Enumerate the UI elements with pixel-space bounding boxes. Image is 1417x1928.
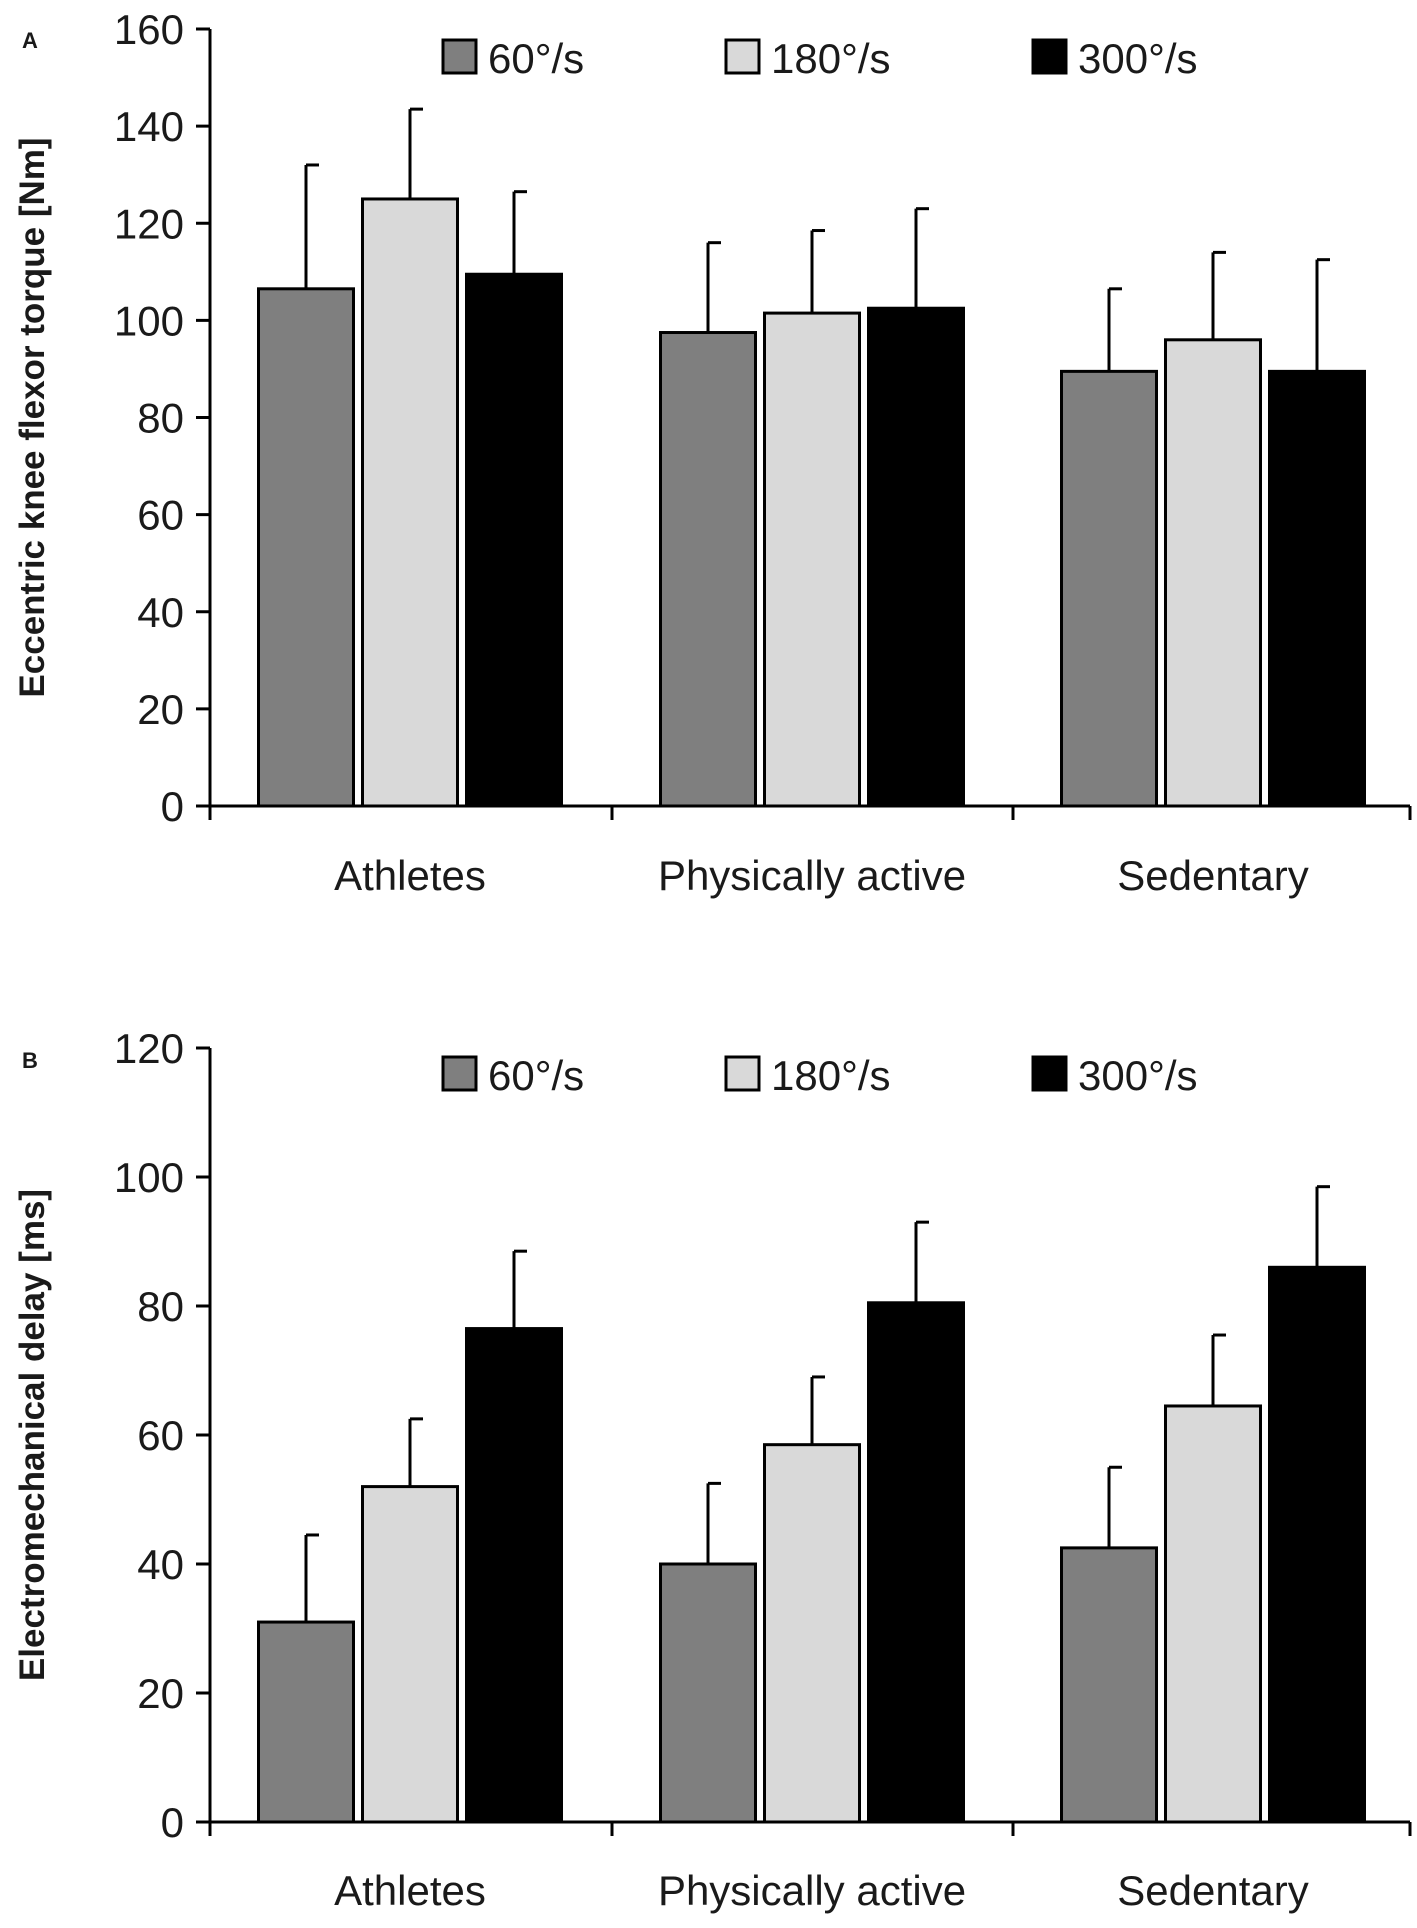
legend-swatch bbox=[441, 1055, 478, 1092]
chart-panel-b: B 0 20 40 60 80 100 120 Electromechanical delay … bbox=[13, 1025, 1412, 1914]
y-tick-label: 0 bbox=[161, 783, 184, 830]
x-category-label: Physically active bbox=[658, 852, 966, 899]
legend-label: 60°/s bbox=[488, 35, 584, 82]
y-tick-label: 120 bbox=[114, 200, 184, 247]
bar-180-0 bbox=[361, 197, 459, 808]
x-category-label: Sedentary bbox=[1117, 1867, 1308, 1914]
panel-label: A bbox=[22, 28, 38, 53]
panel-label: B bbox=[22, 1048, 38, 1073]
y-tick-label: 60 bbox=[137, 492, 184, 539]
legend-swatch bbox=[724, 38, 761, 75]
bar-300-2 bbox=[1268, 1265, 1366, 1824]
bar-60-0 bbox=[257, 287, 355, 808]
legend-swatch bbox=[1031, 1055, 1068, 1092]
y-tick-label: 20 bbox=[137, 1670, 184, 1717]
legend-label: 60°/s bbox=[488, 1052, 584, 1099]
y-tick-label: 100 bbox=[114, 297, 184, 344]
bar-300-0 bbox=[465, 272, 563, 808]
y-tick-label: 40 bbox=[137, 1541, 184, 1588]
bar-60-2 bbox=[1060, 369, 1158, 808]
y-tick-label: 80 bbox=[137, 1283, 184, 1330]
legend-label: 180°/s bbox=[771, 1052, 891, 1099]
legend-label: 300°/s bbox=[1078, 35, 1198, 82]
legend-swatch bbox=[441, 38, 478, 75]
y-tick-label: 40 bbox=[137, 589, 184, 636]
bar-300-1 bbox=[867, 1301, 965, 1824]
bar-60-1 bbox=[659, 1562, 757, 1824]
y-tick-label: 20 bbox=[137, 686, 184, 733]
x-category-label: Sedentary bbox=[1117, 852, 1308, 899]
bar-180-0 bbox=[361, 1485, 459, 1824]
bar-60-1 bbox=[659, 331, 757, 808]
y-axis-title: Eccentric knee flexor torque [Nm] bbox=[13, 137, 52, 697]
bar-60-0 bbox=[257, 1620, 355, 1824]
x-category-label: Athletes bbox=[334, 852, 486, 899]
legend-swatch bbox=[724, 1055, 761, 1092]
y-tick-label: 160 bbox=[114, 6, 184, 53]
bar-60-2 bbox=[1060, 1546, 1158, 1824]
y-tick-label: 80 bbox=[137, 395, 184, 442]
bar-180-1 bbox=[763, 1443, 861, 1824]
x-category-label: Athletes bbox=[334, 1867, 486, 1914]
legend-swatch bbox=[1031, 38, 1068, 75]
y-tick-label: 60 bbox=[137, 1412, 184, 1459]
chart-panel-a: A 0 20 40 60 80 100 120 140 160 Eccentric knee fle… bbox=[13, 6, 1412, 899]
y-tick-label: 100 bbox=[114, 1154, 184, 1201]
bar-180-2 bbox=[1164, 338, 1262, 808]
x-category-label: Physically active bbox=[658, 1867, 966, 1914]
y-tick-label: 120 bbox=[114, 1025, 184, 1072]
bar-300-1 bbox=[867, 306, 965, 808]
legend-label: 180°/s bbox=[771, 35, 891, 82]
legend-label: 300°/s bbox=[1078, 1052, 1198, 1099]
y-tick-label: 0 bbox=[161, 1799, 184, 1846]
y-tick-label: 140 bbox=[114, 103, 184, 150]
bar-180-1 bbox=[763, 311, 861, 808]
y-axis-title: Electromechanical delay [ms] bbox=[13, 1189, 52, 1681]
bar-180-2 bbox=[1164, 1404, 1262, 1824]
bar-300-2 bbox=[1268, 369, 1366, 808]
bar-300-0 bbox=[465, 1327, 563, 1824]
